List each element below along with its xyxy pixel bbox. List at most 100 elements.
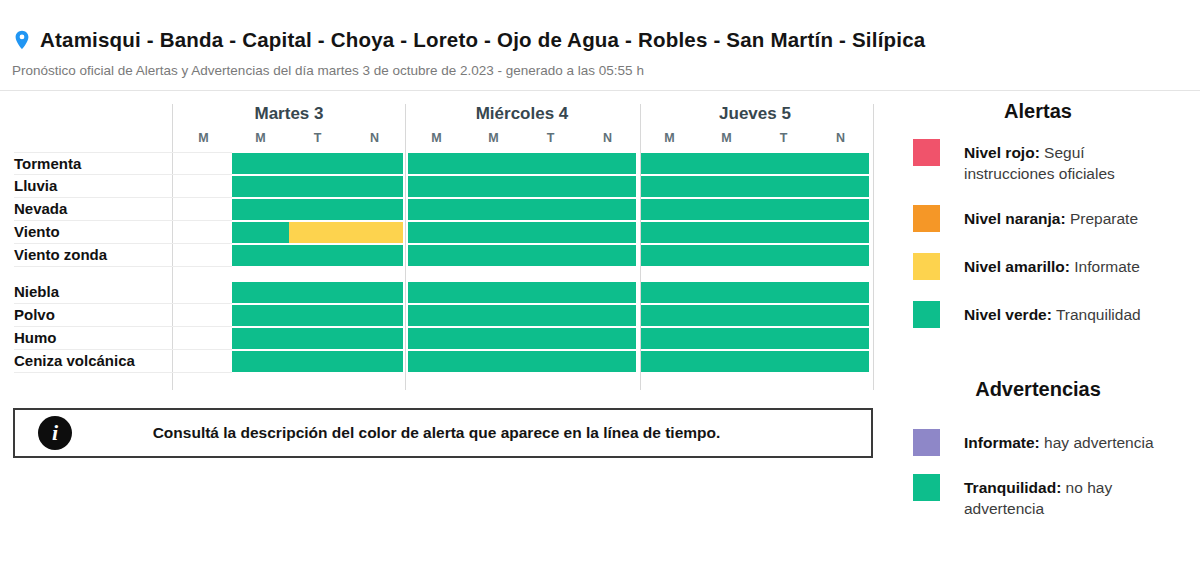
timeline-cell-green[interactable] (755, 153, 812, 174)
timeline-cell-green[interactable] (408, 222, 465, 243)
timeline-cell-green[interactable] (408, 328, 465, 349)
timeline-cell-green[interactable] (465, 199, 522, 220)
timeline-cell-green[interactable] (641, 245, 698, 266)
timeline-cell-green[interactable] (408, 245, 465, 266)
timeline-cell-green[interactable] (812, 328, 869, 349)
timeline-cell-green[interactable] (698, 351, 755, 372)
timeline-cell-green[interactable] (522, 222, 579, 243)
timeline-cell-green[interactable] (232, 153, 289, 174)
timeline-cell-green[interactable] (522, 282, 579, 303)
timeline-cell-green[interactable] (641, 328, 698, 349)
timeline-cell-green[interactable] (465, 222, 522, 243)
timeline-cell-green[interactable] (579, 176, 636, 197)
timeline-cell-green[interactable] (812, 199, 869, 220)
timeline-cell-green[interactable] (698, 199, 755, 220)
timeline-cell-green[interactable] (346, 245, 403, 266)
timeline-cell-green[interactable] (465, 153, 522, 174)
timeline-cell-green[interactable] (522, 351, 579, 372)
timeline-cell-green[interactable] (641, 305, 698, 326)
timeline-cell-green[interactable] (408, 351, 465, 372)
timeline-cell-green[interactable] (346, 153, 403, 174)
timeline-cell-green[interactable] (698, 282, 755, 303)
timeline-cell-green[interactable] (522, 153, 579, 174)
timeline-cell-green[interactable] (812, 222, 869, 243)
timeline-cell-green[interactable] (289, 153, 346, 174)
timeline-cell-green[interactable] (698, 222, 755, 243)
timeline-cell-green[interactable] (579, 245, 636, 266)
timeline-cell-green[interactable] (812, 176, 869, 197)
timeline-cell-green[interactable] (522, 305, 579, 326)
timeline-cell-green[interactable] (346, 305, 403, 326)
timeline-cell-green[interactable] (408, 153, 465, 174)
timeline-cell-green[interactable] (232, 328, 289, 349)
timeline-cell-green[interactable] (346, 282, 403, 303)
timeline-cell-green[interactable] (465, 351, 522, 372)
timeline-cell-green[interactable] (579, 305, 636, 326)
timeline-cell-green[interactable] (232, 199, 289, 220)
timeline-cell-green[interactable] (408, 282, 465, 303)
timeline-cell-green[interactable] (522, 176, 579, 197)
timeline-cell-green[interactable] (755, 245, 812, 266)
timeline-cell-green[interactable] (289, 328, 346, 349)
timeline-cell-green[interactable] (698, 176, 755, 197)
timeline-cell-green[interactable] (579, 222, 636, 243)
timeline-cell-green[interactable] (346, 199, 403, 220)
timeline-cell-green[interactable] (755, 222, 812, 243)
timeline-cell-green[interactable] (408, 305, 465, 326)
timeline-cell-green[interactable] (755, 328, 812, 349)
timeline-cell-green[interactable] (232, 245, 289, 266)
timeline-cell-green[interactable] (232, 282, 289, 303)
timeline-cell-green[interactable] (289, 305, 346, 326)
timeline-cell-green[interactable] (232, 222, 289, 243)
timeline-cell-green[interactable] (465, 282, 522, 303)
timeline-cell-green[interactable] (408, 176, 465, 197)
timeline-cell-green[interactable] (755, 176, 812, 197)
timeline-cell-green[interactable] (346, 328, 403, 349)
timeline-cell-green[interactable] (812, 351, 869, 372)
timeline-cell-green[interactable] (698, 153, 755, 174)
timeline-cell-green[interactable] (641, 222, 698, 243)
timeline-cell-green[interactable] (346, 351, 403, 372)
timeline-cell-green[interactable] (641, 176, 698, 197)
timeline-cell-green[interactable] (232, 176, 289, 197)
timeline-cell-green[interactable] (755, 351, 812, 372)
timeline-cell-green[interactable] (755, 199, 812, 220)
timeline-cell-green[interactable] (812, 153, 869, 174)
timeline-cell-green[interactable] (232, 305, 289, 326)
timeline-cell-green[interactable] (232, 351, 289, 372)
timeline-cell-green[interactable] (289, 282, 346, 303)
timeline-cell-green[interactable] (408, 199, 465, 220)
timeline-cell-green[interactable] (346, 176, 403, 197)
timeline-cell-yellow[interactable] (289, 222, 346, 243)
timeline-cell-green[interactable] (641, 351, 698, 372)
timeline-cell-green[interactable] (755, 282, 812, 303)
timeline-cell-green[interactable] (698, 328, 755, 349)
timeline-cell-green[interactable] (641, 282, 698, 303)
timeline-cell-green[interactable] (522, 245, 579, 266)
timeline-cell-green[interactable] (289, 199, 346, 220)
timeline-cell-green[interactable] (465, 176, 522, 197)
timeline-cell-green[interactable] (812, 282, 869, 303)
timeline-cell-yellow[interactable] (346, 222, 403, 243)
timeline-cell-green[interactable] (812, 305, 869, 326)
timeline-cell-green[interactable] (698, 305, 755, 326)
timeline-cell-green[interactable] (579, 328, 636, 349)
timeline-cell-green[interactable] (579, 282, 636, 303)
timeline-cell-green[interactable] (755, 305, 812, 326)
timeline-cell-green[interactable] (698, 245, 755, 266)
timeline-cell-green[interactable] (465, 245, 522, 266)
timeline-cell-green[interactable] (641, 199, 698, 220)
timeline-cell-green[interactable] (289, 176, 346, 197)
timeline-cell-green[interactable] (579, 153, 636, 174)
timeline-cell-green[interactable] (465, 328, 522, 349)
timeline-cell-green[interactable] (579, 351, 636, 372)
timeline-cell-green[interactable] (289, 245, 346, 266)
timeline-cell-green[interactable] (465, 305, 522, 326)
timeline-cell-green[interactable] (522, 328, 579, 349)
timeline-cell-green[interactable] (812, 245, 869, 266)
timeline-cell-green[interactable] (579, 199, 636, 220)
day-header: Martes 3 (175, 104, 403, 124)
timeline-cell-green[interactable] (641, 153, 698, 174)
timeline-cell-green[interactable] (289, 351, 346, 372)
timeline-cell-green[interactable] (522, 199, 579, 220)
